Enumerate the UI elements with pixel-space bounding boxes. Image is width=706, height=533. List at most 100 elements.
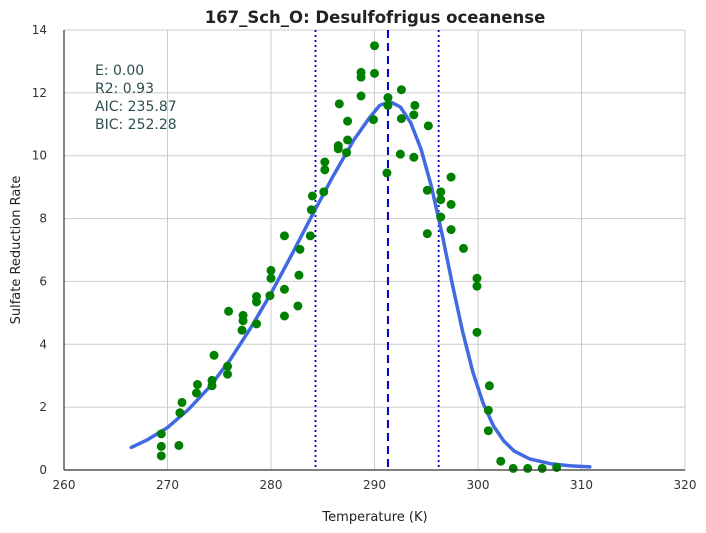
reference-lines (314, 30, 440, 470)
data-point (436, 187, 446, 197)
y-tick-label: 2 (39, 400, 47, 414)
fit-curve-layer (129, 99, 592, 469)
x-tick-label: 280 (260, 478, 283, 492)
data-point (508, 463, 518, 473)
data-point (174, 440, 184, 450)
y-tick-label: 8 (39, 212, 47, 226)
data-point (209, 350, 219, 360)
data-point (446, 172, 456, 182)
data-point (343, 135, 353, 145)
data-point (252, 319, 262, 329)
data-point (409, 152, 419, 162)
data-point (368, 115, 378, 125)
x-tick-label: 260 (53, 478, 76, 492)
data-point (294, 270, 304, 280)
data-point (265, 291, 275, 301)
data-point (356, 91, 366, 101)
data-point (552, 462, 562, 472)
data-point (410, 100, 420, 110)
data-point (395, 149, 405, 159)
data-point (523, 463, 533, 473)
data-point (320, 157, 330, 167)
data-point (383, 93, 393, 103)
data-point (422, 229, 432, 239)
y-tick-label: 4 (39, 337, 47, 351)
x-tick-label: 270 (156, 478, 179, 492)
data-point (307, 191, 317, 201)
data-point (396, 114, 406, 124)
stat-bic: BIC: 252.28 (95, 117, 177, 133)
data-point (156, 429, 166, 439)
data-point (305, 231, 315, 241)
y-tick-label: 6 (39, 274, 47, 288)
data-point (319, 187, 329, 197)
data-point (446, 199, 456, 209)
data-point (177, 397, 187, 407)
stat-e: E: 0.00 (95, 63, 144, 79)
data-point (237, 325, 247, 335)
data-point (436, 212, 446, 222)
data-point (483, 405, 493, 415)
data-point (224, 306, 234, 316)
data-point (266, 265, 276, 275)
stat-r2: R2: 0.93 (95, 81, 154, 97)
data-point (223, 369, 233, 379)
data-point (238, 310, 248, 320)
data-point (279, 284, 289, 294)
data-point (382, 168, 392, 178)
data-point (409, 110, 419, 120)
chart-title: 167_Sch_O: Desulfofrigus oceanense (205, 8, 546, 27)
data-point (472, 273, 482, 283)
x-tick-label: 290 (363, 478, 386, 492)
y-tick-label: 10 (32, 149, 47, 163)
data-point (156, 441, 166, 451)
data-point (537, 463, 547, 473)
x-tick-labels: 260 270 280 290 300 310 320 (53, 478, 697, 492)
data-point (223, 361, 233, 371)
data-point (193, 380, 203, 390)
data-point (472, 327, 482, 337)
y-tick-labels: 0 2 4 6 8 10 12 14 (32, 23, 47, 477)
data-point (156, 451, 166, 461)
data-point (423, 121, 433, 131)
fit-curve (129, 99, 592, 469)
data-point (343, 116, 353, 126)
data-point (459, 243, 469, 253)
data-point (293, 301, 303, 311)
x-tick-label: 320 (674, 478, 697, 492)
data-point (472, 281, 482, 291)
data-point (266, 273, 276, 283)
data-point (333, 141, 343, 151)
y-axis-label: Sulfate Reduction Rate (9, 176, 24, 325)
data-point (484, 381, 494, 391)
data-point (279, 311, 289, 321)
x-tick-label: 300 (467, 478, 490, 492)
data-point (356, 67, 366, 77)
data-point (370, 68, 379, 78)
data-point (334, 99, 344, 109)
data-point (191, 388, 201, 398)
stat-aic: AIC: 235.87 (95, 99, 177, 115)
data-point (383, 100, 393, 110)
y-tick-label: 12 (32, 86, 47, 100)
data-point (396, 85, 406, 95)
y-tick-label: 0 (39, 463, 47, 477)
data-point (370, 41, 379, 51)
data-point (295, 244, 305, 254)
x-tick-label: 310 (570, 478, 593, 492)
data-point (306, 205, 316, 215)
data-point (252, 292, 262, 302)
x-axis-label: Temperature (K) (321, 510, 427, 525)
data-point (175, 408, 185, 418)
data-point (279, 231, 289, 241)
axes (63, 30, 685, 471)
data-point (320, 165, 330, 175)
data-point (436, 195, 446, 205)
data-point (342, 148, 352, 158)
data-point (422, 185, 432, 195)
data-point (207, 375, 217, 385)
data-point (446, 225, 456, 235)
data-point (496, 456, 506, 466)
fit-stats: E: 0.00 R2: 0.93 AIC: 235.87 BIC: 252.28 (95, 63, 177, 133)
